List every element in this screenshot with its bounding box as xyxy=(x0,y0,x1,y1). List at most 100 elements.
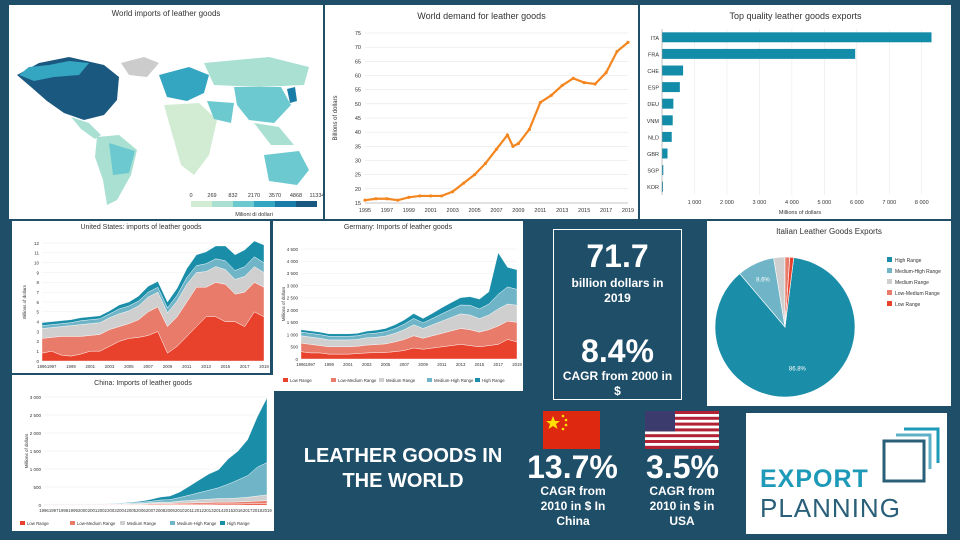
germany-title: Germany: Imports of leather goods xyxy=(343,224,453,231)
category-label: ITA xyxy=(651,36,659,42)
x-tick-label: 2013 xyxy=(456,362,466,367)
legend-swatch xyxy=(475,378,480,382)
y-tick-label: 2 xyxy=(36,339,39,344)
x-tick-label: 2007 xyxy=(143,364,153,369)
x-tick-label: 2011 xyxy=(185,508,195,513)
x-tick-label: 1998 xyxy=(59,508,69,513)
y-tick-label: 4 xyxy=(36,319,39,324)
legend-swatch xyxy=(70,521,75,525)
x-tick-label: 4 000 xyxy=(785,200,799,206)
legend-tick-label: 3570 xyxy=(269,193,281,199)
legend-label: Medium-High Range xyxy=(434,378,474,383)
demand-point xyxy=(374,197,378,201)
legend-swatch xyxy=(275,201,296,207)
x-tick-label: 1996 xyxy=(296,362,306,367)
legend-swatch xyxy=(296,201,317,207)
world-cagr: 8.4% xyxy=(581,333,654,369)
demand-point xyxy=(549,93,553,97)
region-africa xyxy=(164,103,217,175)
category-label: ESP xyxy=(648,86,659,92)
x-tick-label: 2011 xyxy=(437,362,447,367)
x-tick-label: 6 000 xyxy=(850,200,864,206)
demand-point xyxy=(593,82,597,86)
logo-mark-icon xyxy=(882,427,940,483)
demand-point xyxy=(396,198,400,202)
legend-label: Low-Medium Range xyxy=(338,378,377,383)
category-label: SGP xyxy=(647,169,659,175)
top-exports-title: Top quality leather goods exports xyxy=(729,11,862,21)
region-middle-east xyxy=(207,101,234,123)
x-tick-label: 2014 xyxy=(214,508,224,513)
x-tick-label: 5 000 xyxy=(817,200,831,206)
y-tick-label: 15 xyxy=(355,201,361,207)
y-tick-label: 2 000 xyxy=(287,308,299,313)
x-tick-label: 1997 xyxy=(47,364,57,369)
x-tick-label: 2015 xyxy=(578,208,590,214)
category-label: FRA xyxy=(648,52,659,58)
x-tick-label: 2019 xyxy=(622,208,634,214)
bar-fra xyxy=(662,48,856,59)
legend-swatch xyxy=(887,279,892,284)
demand-point xyxy=(626,40,630,44)
x-tick-label: 2005 xyxy=(468,208,480,214)
legend-label: Medium Range xyxy=(127,521,157,526)
demand-point xyxy=(483,161,488,165)
pie-slice-low-range xyxy=(784,256,795,328)
legend-swatch xyxy=(191,201,212,207)
legend-swatch xyxy=(233,201,254,207)
y-tick-label: 2 500 xyxy=(30,413,42,418)
y-tick-label: 25 xyxy=(355,173,361,179)
top-exports-chart: 1 000 2 000 3 000 4 000 5 000 6 000 7 000 8 000… xyxy=(647,29,932,216)
x-tick-label: 2004 xyxy=(117,508,127,513)
logo-line1: EXPORT xyxy=(760,465,869,493)
x-tick-label: 2015 xyxy=(221,364,231,369)
y-tick-label: 50 xyxy=(355,102,361,108)
legend-swatch xyxy=(254,201,275,207)
region-russia xyxy=(204,57,309,87)
y-tick-label: 75 xyxy=(355,31,361,37)
region-brazil xyxy=(109,143,135,175)
legend-swatch xyxy=(283,378,288,382)
legend-swatch xyxy=(379,378,384,382)
x-tick-label: 2010 xyxy=(175,508,185,513)
legend-label: Low-Medium Range xyxy=(77,521,116,526)
legend-label: Medium Range xyxy=(386,378,416,383)
us-imports-panel: United States: imports of leather goods … xyxy=(12,221,270,373)
y-tick-label: 20 xyxy=(355,187,361,193)
map-legend: 0 269 832 2170 3570 4868 11334 Milioni di dolla… xyxy=(189,193,323,218)
x-tick-label: 2016 xyxy=(233,508,243,513)
y-axis-label: Billions of dollars xyxy=(333,95,339,140)
world-value-label: billion dollars in 2019 xyxy=(571,276,664,305)
china-flag xyxy=(543,411,600,449)
x-tick-label: 2005 xyxy=(124,364,134,369)
legend-label: Medium-High Range xyxy=(177,521,217,526)
world-value: 71.7 xyxy=(586,238,649,274)
bar-kor xyxy=(662,181,663,192)
y-tick-label: 6 xyxy=(36,300,39,305)
x-tick-label: 7 000 xyxy=(882,200,896,206)
pie-title: Italian Leather Goods Exports xyxy=(776,227,882,236)
x-tick-label: 8 000 xyxy=(915,200,929,206)
x-tick-label: 2001 xyxy=(425,208,437,214)
legend-label: High Range xyxy=(482,378,505,383)
demand-point xyxy=(560,83,564,88)
china-imports-panel: China: Imports of leather goods 0 500 1 00… xyxy=(12,375,274,531)
x-tick-label: 2017 xyxy=(600,208,612,214)
demand-point xyxy=(462,181,466,185)
demand-series-line xyxy=(364,41,629,202)
legend-swatch xyxy=(887,268,892,273)
y-axis-label: Millions of dollars xyxy=(24,433,29,468)
y-axis-label: Millions of dollars xyxy=(281,286,286,321)
x-tick-label: 2015 xyxy=(475,362,485,367)
legend-swatch xyxy=(170,521,175,525)
region-australia xyxy=(264,151,309,185)
y-tick-label: 65 xyxy=(355,59,361,65)
legend-title: Milioni di dollari xyxy=(235,212,273,218)
legend-tick-label: 11334 xyxy=(310,193,323,199)
x-tick-label: 2003 xyxy=(447,208,459,214)
legend-label: High Range xyxy=(227,521,250,526)
x-tick-label: 2007 xyxy=(490,208,502,214)
y-tick-label: 3 000 xyxy=(30,395,42,400)
x-tick-label: 2012 xyxy=(194,508,204,513)
x-tick-label: 1997 xyxy=(306,362,316,367)
